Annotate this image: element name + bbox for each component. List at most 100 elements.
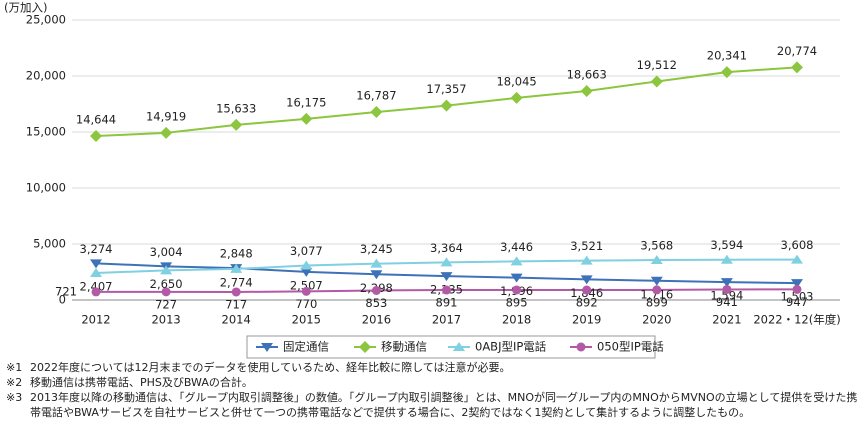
y-tick-label: 25,000 — [26, 13, 66, 27]
value-label: 20,341 — [707, 49, 747, 63]
note: ※3 2013年度以降の移動通信は、「グループ内取引調整後」の数値。「グループ内取… — [6, 390, 858, 420]
marker — [510, 91, 523, 104]
marker — [300, 112, 313, 125]
value-label: 16,787 — [356, 88, 396, 102]
value-label: 895 — [506, 295, 528, 309]
marker — [370, 270, 383, 280]
value-label: 18,663 — [567, 67, 607, 81]
marker — [231, 287, 241, 297]
value-label: 941 — [716, 295, 738, 309]
value-label: 3,274 — [80, 242, 113, 256]
marker — [300, 267, 313, 277]
marker — [580, 255, 593, 265]
value-label: 19,512 — [637, 58, 677, 72]
value-label: 20,774 — [777, 44, 817, 58]
note-text: 2022年度については12月末までのデータを使用しているため、経年比較に際しては… — [30, 361, 511, 374]
value-label: 892 — [576, 296, 598, 310]
value-label: 3,521 — [570, 239, 603, 253]
marker — [440, 272, 453, 282]
note-text: 2013年度以降の移動通信は、「グループ内取引調整後」の数値。「グループ内取引調… — [30, 391, 858, 419]
x-tick-label: 2012 — [81, 313, 110, 327]
legend-label: 050型IP電話 — [597, 340, 664, 354]
value-label: 2,848 — [220, 247, 253, 261]
marker — [160, 126, 173, 139]
value-label: 853 — [365, 296, 387, 310]
value-label: 770 — [295, 297, 317, 311]
value-label: 3,077 — [290, 244, 323, 258]
legend-label: 0ABJ型IP電話 — [475, 340, 547, 354]
marker — [791, 61, 803, 74]
x-tick-label: 2013 — [151, 313, 180, 327]
value-label: 3,004 — [150, 245, 183, 259]
value-label: 1,594 — [710, 289, 743, 303]
value-label: 2,407 — [80, 280, 113, 294]
notes: ※1 2022年度については12月末までのデータを使用しているため、経年比較に際し… — [6, 360, 858, 420]
marker — [300, 260, 313, 270]
legend: 固定通信 移動通信 0ABJ型IP電話 050型IP電話 — [246, 335, 664, 359]
value-label: 14,644 — [76, 112, 116, 126]
marker — [510, 256, 523, 266]
value-label: 14,919 — [146, 109, 186, 123]
marker — [582, 285, 592, 295]
marker — [792, 284, 802, 294]
y-tick-label: 20,000 — [26, 69, 66, 83]
marker — [440, 99, 453, 112]
value-label: 727 — [155, 297, 177, 311]
value-label: 2,650 — [150, 277, 183, 291]
x-tick-label: 2022・12(年度) — [753, 313, 840, 327]
x-tick-label: 2020 — [642, 313, 671, 327]
marker — [442, 285, 451, 295]
value-label: 3,364 — [430, 241, 463, 255]
value-label: 15,633 — [216, 101, 256, 115]
marker — [301, 286, 311, 296]
marker — [440, 257, 453, 267]
value-label: 17,357 — [426, 82, 466, 96]
value-label: 3,608 — [781, 238, 814, 252]
value-label: 16,175 — [286, 95, 326, 109]
value-label: 3,245 — [360, 242, 393, 256]
marker — [90, 129, 102, 142]
y-tick-label: 0 — [59, 293, 66, 307]
x-tick-label: 2015 — [292, 313, 321, 327]
x-tick-label: 2014 — [222, 313, 251, 327]
marker — [722, 284, 732, 294]
value-label: 717 — [225, 297, 247, 311]
marker — [650, 255, 663, 265]
marker — [453, 342, 465, 351]
marker — [371, 285, 381, 295]
marker — [359, 341, 371, 353]
marker — [261, 343, 273, 352]
marker — [580, 84, 593, 97]
chart: (万加入) 0 5,000 10,000 15,000 20,000 25,000 2012… — [4, 1, 841, 359]
x-tick-label: 2021 — [712, 313, 741, 327]
note: ※1 2022年度については12月末までのデータを使用しているため、経年比較に際し… — [6, 360, 858, 375]
note-mark: ※1 — [6, 361, 23, 374]
note-text: 移動通信は携帯電話、PHS及びBWAの合計。 — [30, 376, 253, 389]
marker — [90, 259, 102, 269]
legend-label: 固定通信 — [283, 340, 329, 354]
marker — [650, 75, 663, 88]
value-label: 3,594 — [710, 238, 743, 252]
x-tick-label: 2018 — [502, 313, 531, 327]
marker — [90, 268, 102, 278]
marker — [91, 287, 101, 297]
marker — [230, 263, 243, 273]
note-mark: ※3 — [6, 391, 23, 404]
value-label: 2,507 — [290, 278, 323, 292]
y-tick-label: 5,000 — [33, 237, 66, 251]
marker — [720, 66, 733, 79]
marker — [720, 254, 733, 264]
marker — [512, 285, 522, 295]
value-label: 18,045 — [496, 74, 536, 88]
marker — [576, 342, 586, 352]
x-tick-label: 2017 — [432, 313, 461, 327]
marker — [652, 285, 662, 295]
value-label: 2,774 — [220, 275, 253, 289]
marker — [580, 275, 593, 285]
note: ※2 移動通信は携帯電話、PHS及びBWAの合計。 — [6, 375, 858, 390]
marker — [370, 258, 383, 268]
y-tick-label: 10,000 — [26, 181, 66, 195]
value-label: 721 — [55, 284, 77, 298]
marker — [160, 265, 173, 275]
